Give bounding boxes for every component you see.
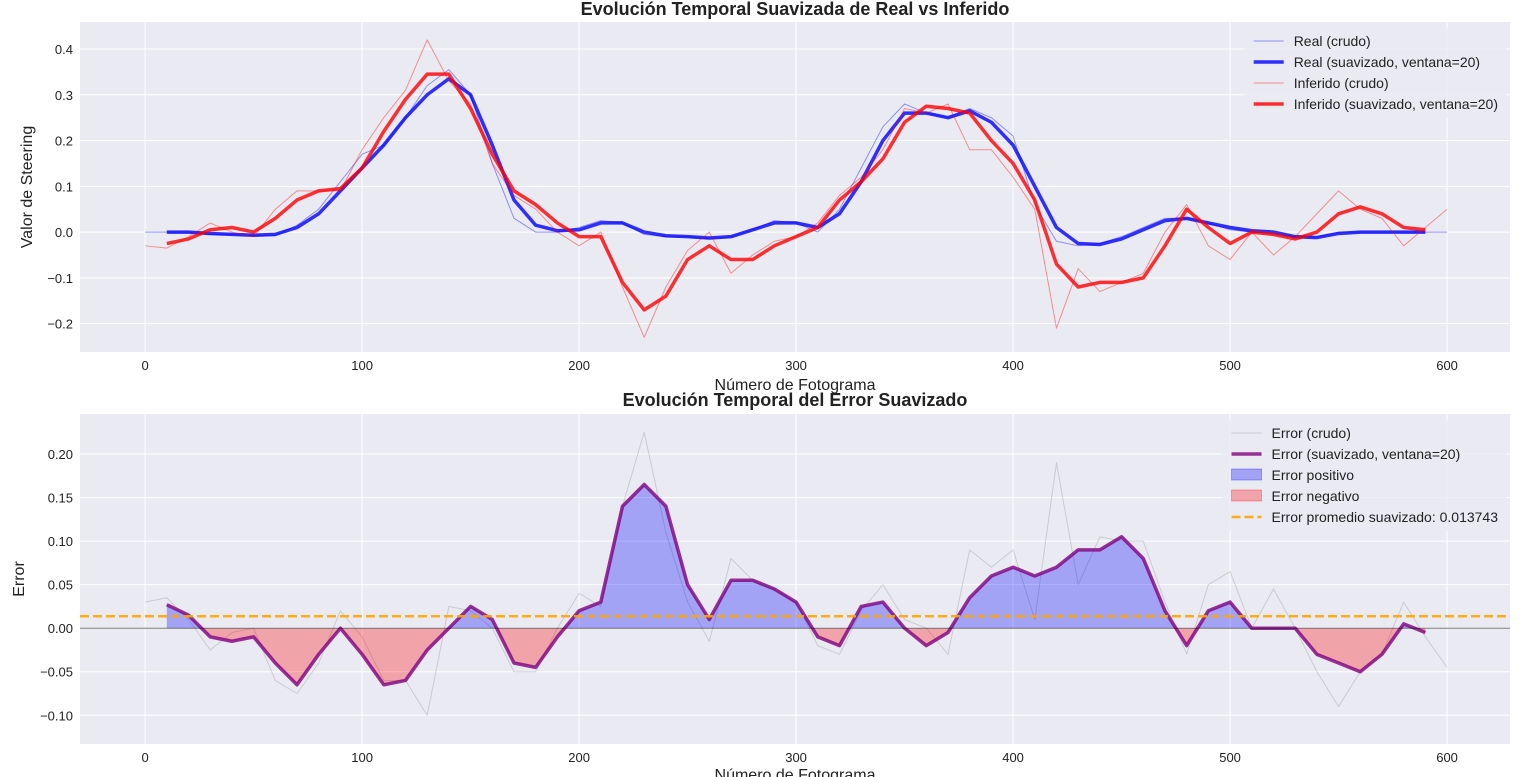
chart-title: Evolución Temporal Suavizada de Real vs …: [581, 0, 1010, 19]
y-tick-label: 0.20: [48, 447, 73, 462]
y-axis-label: Valor de Steering: [19, 126, 36, 248]
y-tick-label: 0.0: [55, 225, 73, 240]
x-tick-label: 0: [141, 750, 148, 765]
legend-label: Real (suavizado, ventana=20): [1294, 54, 1480, 70]
x-tick-label: 300: [785, 358, 807, 373]
legend-swatch: [1231, 489, 1263, 502]
x-tick-label: 600: [1436, 358, 1458, 373]
x-tick-label: 200: [568, 358, 590, 373]
series-line: [166, 77, 1426, 247]
series-line: [166, 72, 1426, 312]
legend-label: Inferido (suavizado, ventana=20): [1294, 96, 1498, 112]
legend-label: Error (suavizado, ventana=20): [1272, 446, 1461, 462]
legend-label: Error (crudo): [1272, 425, 1351, 441]
x-tick-label: 100: [351, 358, 373, 373]
x-tick-label: 0: [141, 358, 148, 373]
legend: Error (crudo) Error (suavizado, ventana=2…: [1221, 420, 1506, 531]
x-tick-label: 600: [1436, 750, 1458, 765]
y-tick-label: −0.05: [40, 665, 73, 680]
x-tick-label: 500: [1219, 750, 1241, 765]
legend-label: Error positivo: [1272, 467, 1355, 483]
y-axis-label: Error: [11, 561, 28, 597]
x-tick-label: 400: [1002, 750, 1024, 765]
x-tick-label: 300: [785, 750, 807, 765]
y-tick-label: 0.05: [48, 578, 73, 593]
legend-label: Inferido (crudo): [1294, 75, 1389, 91]
y-tick-label: 0.2: [55, 134, 73, 149]
chart-title: Evolución Temporal del Error Suavizado: [623, 390, 968, 410]
y-tick-label: 0.4: [55, 42, 73, 57]
y-tick-label: −0.2: [47, 317, 73, 332]
x-axis-label: Número de Fotograma: [715, 767, 876, 777]
legend-frame: [1221, 420, 1506, 531]
y-tick-label: 0.00: [48, 621, 73, 636]
subplot: 0 100 200 300 400 500 600 −0.2 −0.1 0.0 0.1 0.2 0.3 0…: [19, 0, 1510, 394]
y-tick-label: 0.10: [48, 534, 73, 549]
legend: Real (crudo) Real (suavizado, ventana=20)…: [1243, 28, 1506, 118]
legend-label: Error promedio suavizado: 0.013743: [1272, 509, 1499, 525]
area-neg: [201, 628, 1426, 685]
legend-swatch: [1231, 468, 1263, 481]
subplot: 0 100 200 300 400 500 600 −0.10 −0.05 0.00 0.05 0.1…: [11, 390, 1510, 777]
x-tick-label: 200: [568, 750, 590, 765]
y-tick-label: −0.10: [40, 708, 73, 723]
x-axis-label: Número de Fotograma: [715, 377, 876, 394]
legend-label: Real (crudo): [1294, 33, 1371, 49]
x-tick-label: 100: [351, 750, 373, 765]
y-tick-label: 0.15: [48, 491, 73, 506]
y-tick-label: 0.1: [55, 179, 73, 194]
series-line: [166, 482, 1427, 687]
x-tick-label: 500: [1219, 358, 1241, 373]
y-tick-label: −0.1: [47, 271, 73, 286]
legend-label: Error negativo: [1272, 488, 1360, 504]
legend-frame: [1243, 28, 1506, 118]
area-pos: [166, 484, 1426, 629]
x-tick-label: 400: [1002, 358, 1024, 373]
y-tick-label: 0.3: [55, 88, 73, 103]
